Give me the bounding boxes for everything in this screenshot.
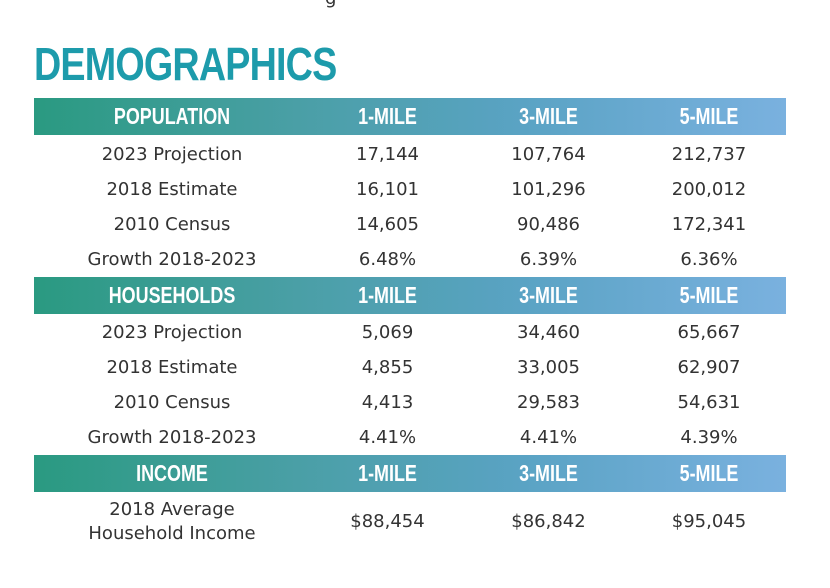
value-1-mile: 4.41% (358, 427, 417, 448)
row-label: Growth 2018-2023 (87, 427, 257, 448)
table-row: 2010 Census 4,413 29,583 54,631 (34, 386, 786, 420)
header-5-mile: 5-MILE (679, 282, 739, 308)
value-1-mile: 16,101 (356, 179, 419, 200)
value-5-mile: 6.36% (680, 249, 738, 270)
header-5-mile: 5-MILE (679, 460, 739, 486)
table-row: 2018 Average Household Income $88,454 $8… (34, 498, 786, 548)
value-5-mile: 172,341 (671, 214, 747, 235)
value-3-mile: 29,583 (517, 392, 580, 413)
value-5-mile: $95,045 (671, 511, 747, 532)
value-1-mile: 6.48% (358, 249, 417, 270)
row-label: 2023 Projection (101, 144, 243, 165)
header-label: INCOME (136, 460, 208, 486)
value-5-mile: 54,631 (677, 392, 741, 413)
value-5-mile: 212,737 (671, 144, 747, 165)
table-row: 2018 Estimate 4,855 33,005 62,907 (34, 351, 786, 385)
value-1-mile: 17,144 (356, 144, 419, 165)
table-row: 2018 Estimate 16,101 101,296 200,012 (34, 173, 786, 207)
row-label: 2010 Census (113, 392, 231, 413)
value-1-mile: 4,855 (361, 357, 414, 378)
header-label: HOUSEHOLDS (108, 282, 236, 308)
value-5-mile: 62,907 (677, 357, 741, 378)
population-header: POPULATION 1-MILE 3-MILE 5-MILE (34, 98, 786, 135)
value-3-mile: 101,296 (511, 179, 586, 200)
header-1-mile: 1-MILE (358, 103, 417, 129)
page-title: DEMOGRAPHICS (34, 38, 337, 90)
table-row: Growth 2018-2023 4.41% 4.41% 4.39% (34, 421, 786, 455)
top-text-fragment: g (325, 0, 336, 9)
value-5-mile: 4.39% (680, 427, 738, 448)
row-label-line-2: Household Income (88, 523, 256, 544)
value-3-mile: $86,842 (511, 511, 586, 532)
row-label: 2018 Estimate (106, 179, 238, 200)
value-3-mile: 34,460 (517, 322, 580, 343)
table-row: 2023 Projection 5,069 34,460 65,667 (34, 316, 786, 350)
row-label-line-1: 2018 Average (109, 499, 235, 520)
value-3-mile: 107,764 (511, 144, 586, 165)
table-row: 2010 Census 14,605 90,486 172,341 (34, 208, 786, 242)
value-5-mile: 200,012 (671, 179, 747, 200)
row-label: 2010 Census (113, 214, 231, 235)
value-3-mile: 90,486 (517, 214, 580, 235)
header-3-mile: 3-MILE (519, 103, 578, 129)
households-header: HOUSEHOLDS 1-MILE 3-MILE 5-MILE (34, 277, 786, 314)
row-label: Growth 2018-2023 (87, 249, 257, 270)
header-1-mile: 1-MILE (358, 460, 417, 486)
value-1-mile: 4,413 (361, 392, 414, 413)
table-row: Growth 2018-2023 6.48% 6.39% 6.36% (34, 243, 786, 277)
header-1-mile: 1-MILE (358, 282, 417, 308)
value-3-mile: 4.41% (519, 427, 578, 448)
header-3-mile: 3-MILE (519, 460, 578, 486)
value-1-mile: 5,069 (361, 322, 414, 343)
value-3-mile: 6.39% (519, 249, 578, 270)
header-label: POPULATION (113, 103, 231, 129)
income-header: INCOME 1-MILE 3-MILE 5-MILE (34, 455, 786, 492)
row-label: 2018 Estimate (106, 357, 238, 378)
header-5-mile: 5-MILE (679, 103, 739, 129)
header-3-mile: 3-MILE (519, 282, 578, 308)
value-3-mile: 33,005 (517, 357, 580, 378)
row-label: 2023 Projection (101, 322, 243, 343)
table-row: 2023 Projection 17,144 107,764 212,737 (34, 138, 786, 172)
value-1-mile: $88,454 (350, 511, 425, 532)
value-5-mile: 65,667 (677, 322, 741, 343)
value-1-mile: 14,605 (356, 214, 419, 235)
